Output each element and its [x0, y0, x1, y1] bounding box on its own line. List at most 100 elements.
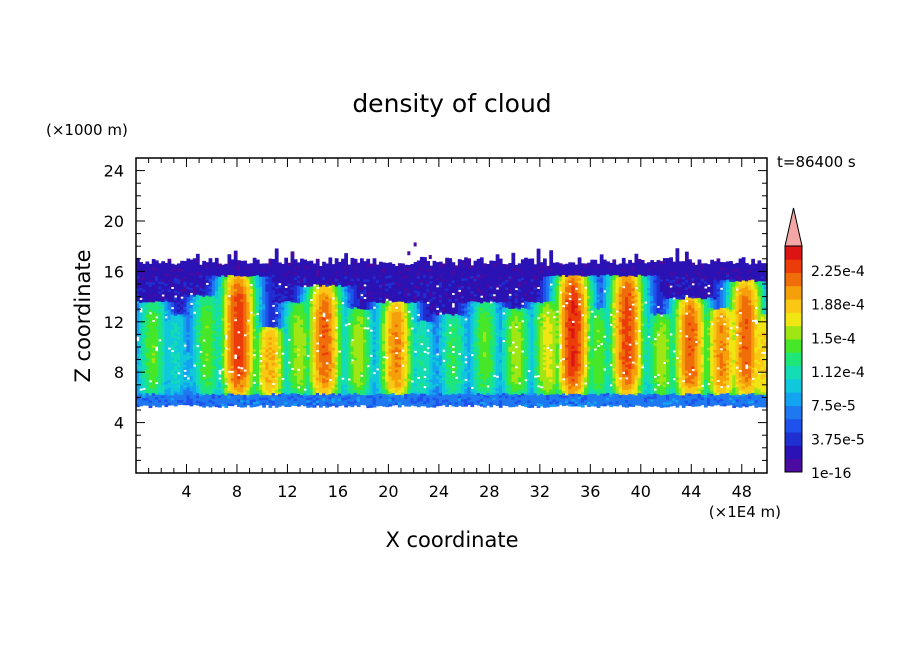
- heatmap-cell: [281, 271, 285, 275]
- heatmap-cell: [255, 274, 260, 278]
- heatmap-cell: [221, 269, 225, 273]
- heatmap-cell: [189, 309, 194, 314]
- heatmap-cell: [139, 322, 143, 326]
- heatmap-cell: [136, 363, 140, 367]
- heatmap-cell: [243, 321, 248, 325]
- heatmap-cell: [249, 353, 254, 358]
- heatmap-cell: [306, 261, 311, 265]
- heatmap-cell: [161, 374, 165, 378]
- heatmap-cell: [306, 402, 311, 406]
- heatmap-cell: [170, 321, 175, 325]
- heatmap-cell: [154, 356, 159, 360]
- heatmap-cell: [164, 368, 169, 372]
- heatmap-cell: [142, 294, 147, 298]
- heatmap-cell: [246, 399, 251, 403]
- heatmap-cell: [211, 337, 216, 341]
- heatmap-cell: [221, 315, 225, 319]
- heatmap-cell: [177, 379, 181, 383]
- heatmap-cell: [136, 257, 140, 262]
- heatmap-cell: [205, 335, 210, 339]
- heatmap-cell: [224, 384, 229, 388]
- heatmap-cell: [240, 404, 244, 408]
- heatmap-cell: [189, 395, 194, 399]
- heatmap-cell: [300, 336, 304, 340]
- heatmap-cell: [230, 289, 235, 293]
- heatmap-cell: [303, 317, 307, 321]
- heatmap-cell: [344, 253, 348, 257]
- heatmap-cell: [246, 324, 251, 328]
- heatmap-cell: [290, 251, 295, 255]
- heatmap-cell: [161, 291, 165, 295]
- heatmap-cell: [208, 386, 213, 390]
- heatmap-cell: [296, 380, 301, 384]
- heatmap-cell: [199, 390, 203, 394]
- heatmap-cell: [142, 301, 147, 305]
- heatmap-cell: [230, 259, 235, 263]
- heatmap-cell: [293, 327, 298, 331]
- heatmap-cell: [284, 310, 289, 314]
- heatmap-cell: [284, 260, 289, 264]
- heatmap-cell: [195, 334, 200, 338]
- heatmap-cell: [233, 361, 238, 365]
- heatmap-cell: [252, 333, 257, 337]
- heatmap-cell: [296, 330, 301, 334]
- heatmap-cell: [205, 350, 210, 354]
- heatmap-cell: [218, 359, 222, 363]
- heatmap-cell: [296, 337, 301, 342]
- heatmap-cell: [277, 305, 282, 309]
- heatmap-cell: [262, 404, 266, 408]
- heatmap-cell: [296, 267, 301, 271]
- heatmap-cell: [202, 371, 207, 375]
- heatmap-cell: [312, 323, 317, 328]
- heatmap-cell: [300, 394, 304, 398]
- heatmap-cell: [136, 388, 140, 393]
- heatmap-cell: [233, 253, 238, 257]
- heatmap-cell: [233, 386, 238, 390]
- heatmap-cell: [148, 369, 153, 373]
- heatmap-cell: [154, 368, 159, 372]
- heatmap-cell: [173, 312, 178, 316]
- heatmap-cell: [262, 296, 266, 300]
- heatmap-cell: [214, 257, 219, 261]
- heatmap-cell: [255, 390, 260, 394]
- heatmap-cell: [262, 318, 266, 323]
- heatmap-cell: [221, 352, 225, 357]
- heatmap-cell: [192, 389, 197, 393]
- heatmap-cell: [158, 301, 162, 305]
- heatmap-cell: [243, 351, 248, 355]
- heatmap-cell: [274, 318, 279, 323]
- heatmap-cell: [205, 380, 210, 384]
- heatmap-cell: [252, 285, 257, 289]
- heatmap-cell: [167, 301, 172, 305]
- heatmap-cell: [281, 294, 285, 298]
- heatmap-cell: [183, 397, 188, 401]
- heatmap-cell: [296, 300, 301, 304]
- heatmap-cell: [265, 328, 270, 333]
- heatmap-cell: [309, 285, 314, 289]
- heatmap-cell: [177, 344, 181, 348]
- heatmap-cell: [296, 280, 301, 284]
- heatmap-cell: [293, 355, 298, 359]
- heatmap-cell: [180, 273, 184, 277]
- heatmap-cell: [293, 284, 298, 288]
- heatmap-cell: [224, 299, 229, 303]
- heatmap-cell: [154, 366, 159, 370]
- heatmap-cell: [211, 380, 216, 384]
- heatmap-cell: [161, 288, 165, 293]
- heatmap-cell: [230, 367, 235, 371]
- heatmap-cell: [136, 386, 140, 390]
- heatmap-cell: [252, 388, 257, 392]
- heatmap-cell: [252, 320, 257, 324]
- heatmap-cell: [318, 265, 323, 270]
- heatmap-cell: [274, 339, 279, 343]
- heatmap-cell: [195, 301, 200, 305]
- heatmap-cell: [281, 309, 285, 313]
- heatmap-cell: [240, 401, 244, 406]
- heatmap-cell: [148, 331, 153, 335]
- heatmap-cell: [233, 341, 238, 345]
- heatmap-cell: [214, 330, 219, 335]
- heatmap-cell: [318, 301, 323, 305]
- heatmap-cell: [290, 344, 295, 348]
- heatmap-cell: [249, 389, 254, 393]
- heatmap-cell: [158, 275, 162, 279]
